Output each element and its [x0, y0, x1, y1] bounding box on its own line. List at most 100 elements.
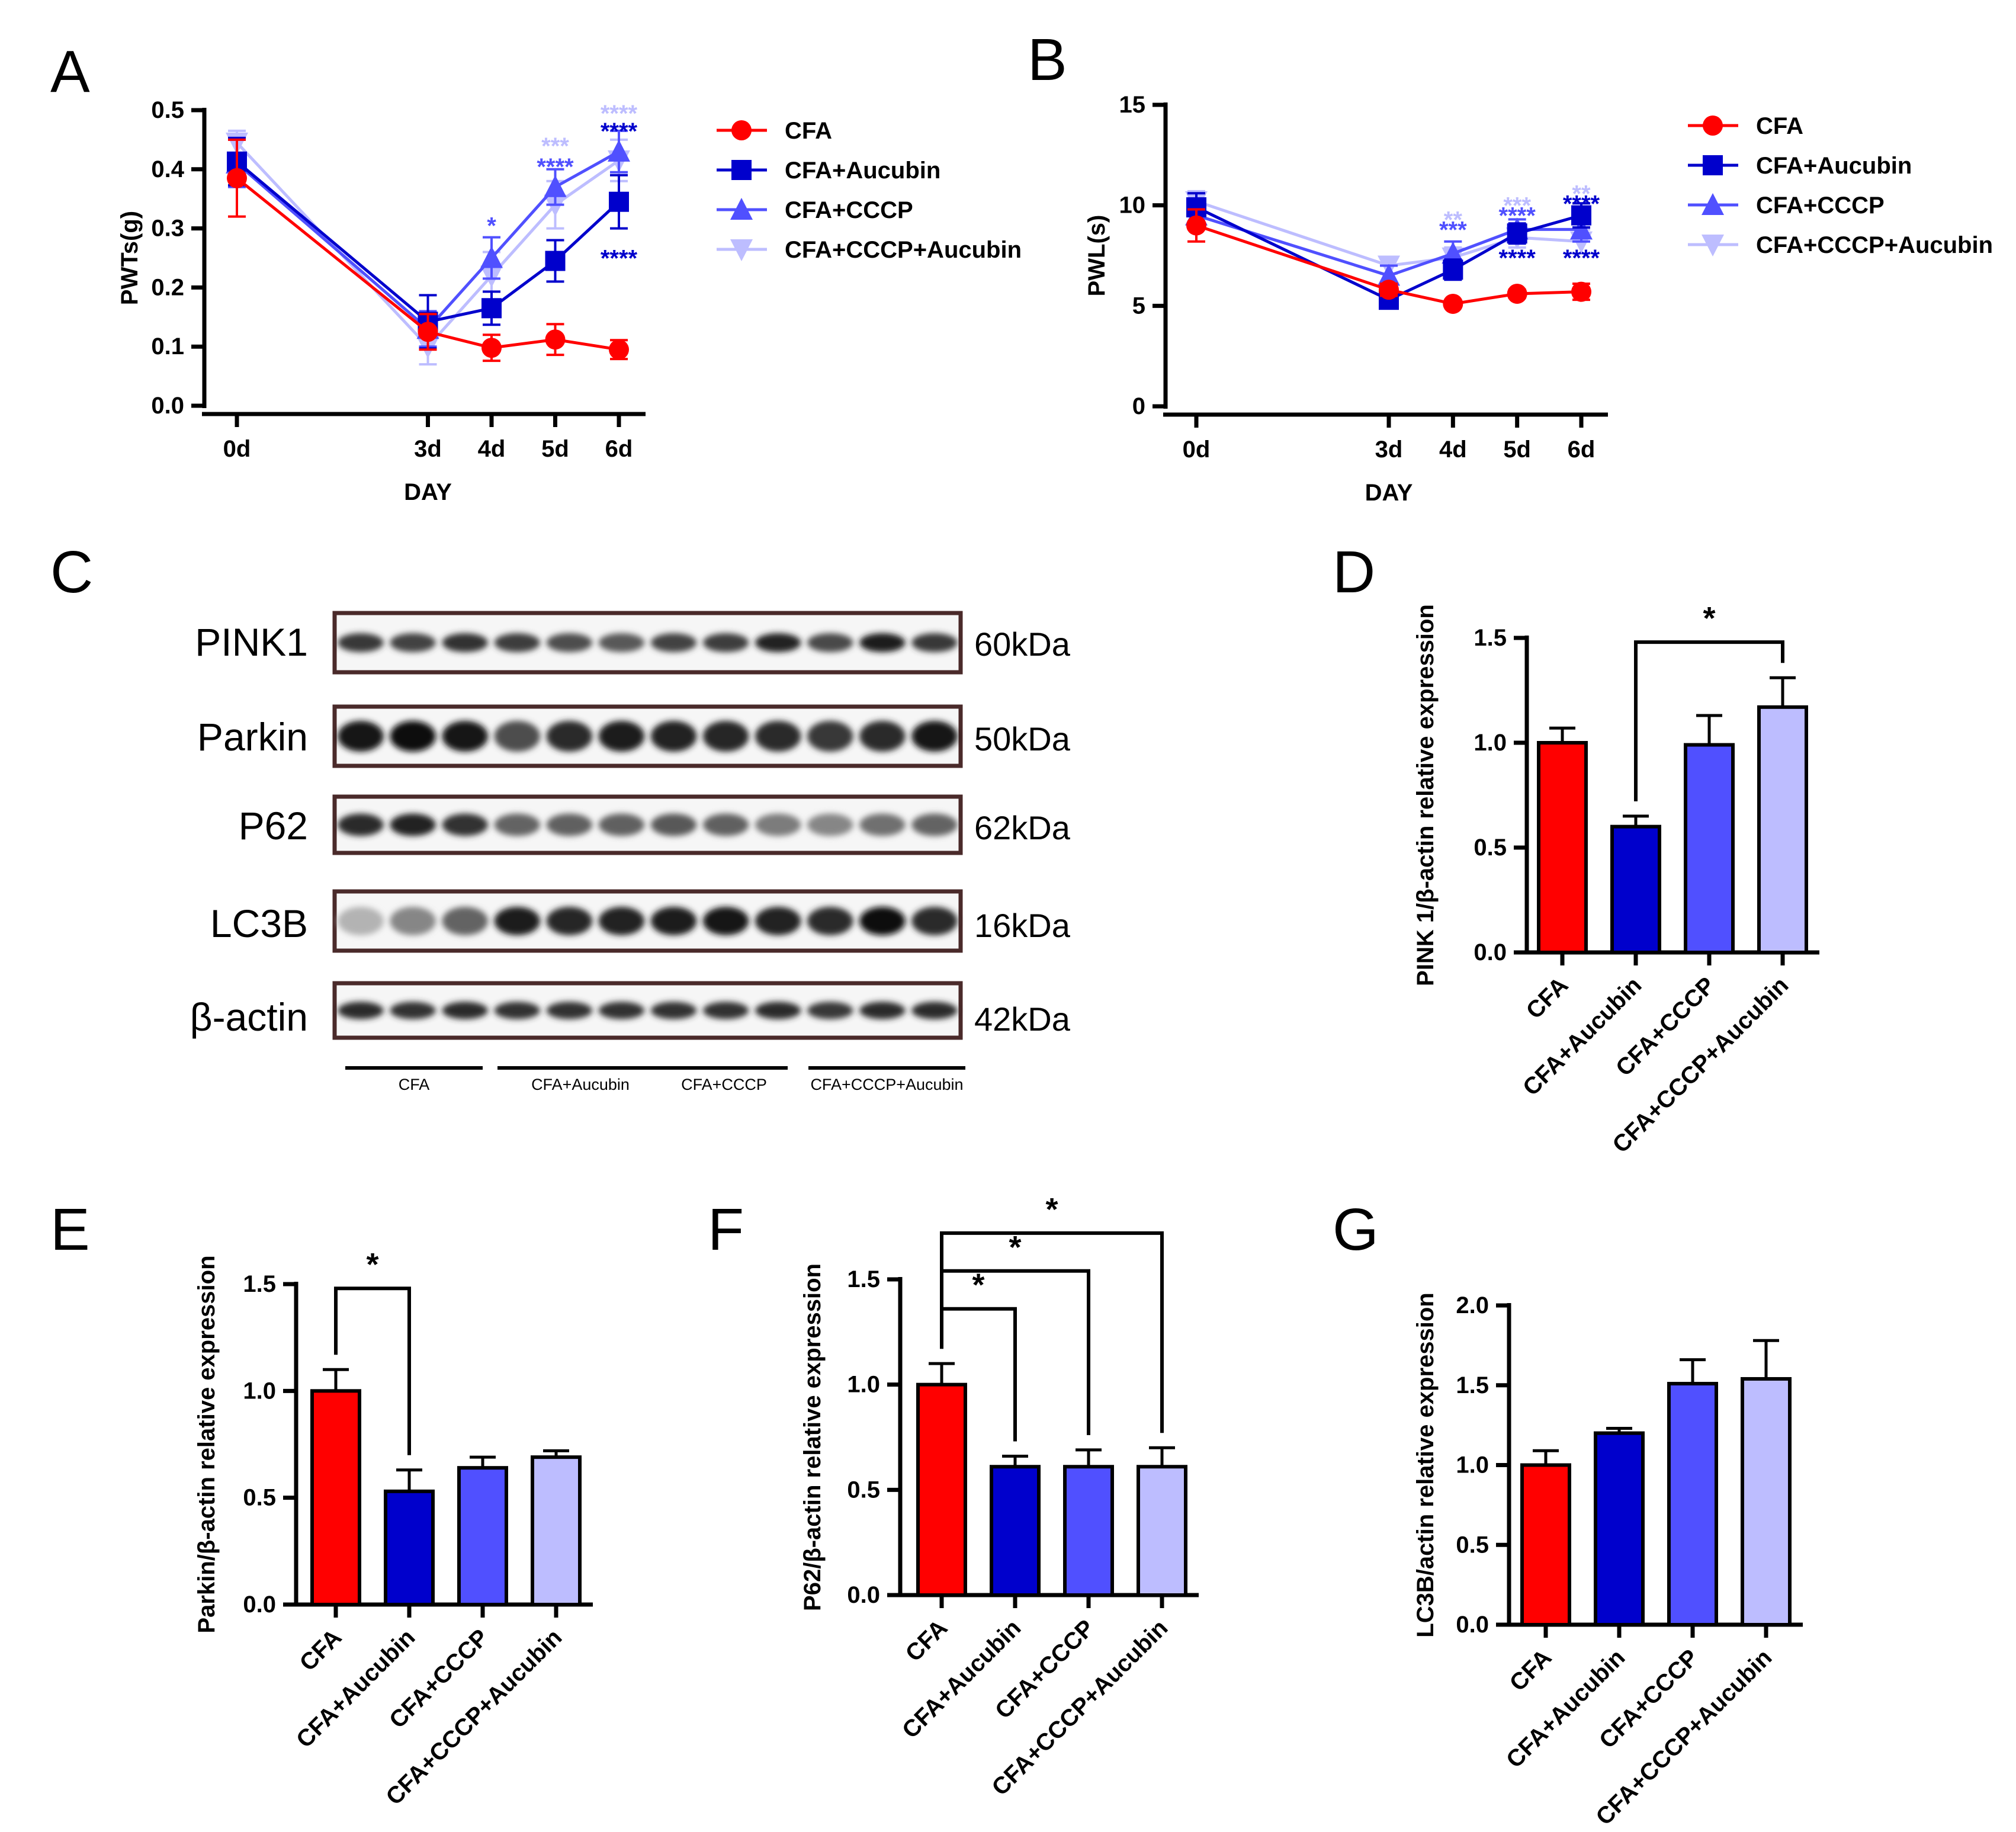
- significance-label: ***: [1439, 217, 1467, 243]
- data-point: [1379, 280, 1399, 300]
- y-axis-title: PWL(s): [1084, 215, 1110, 297]
- bar-cfa: [310, 1389, 361, 1606]
- blot-band: [390, 813, 436, 836]
- blot-group-label: CFA: [399, 1076, 430, 1093]
- data-point: [1443, 293, 1463, 314]
- blot-band: [702, 633, 749, 652]
- bar-cfa-aucubin: [990, 1465, 1041, 1597]
- blot-membrane: [332, 611, 963, 675]
- blot-kda-label: 16kDa: [974, 907, 1071, 944]
- x-tick-label: CFA: [1521, 972, 1574, 1024]
- data-point: [1507, 283, 1527, 304]
- significance-label: **: [1572, 181, 1591, 207]
- blot-protein-label: Parkin: [197, 715, 308, 759]
- panel-letter-c: C: [50, 539, 93, 605]
- data-point: [418, 322, 438, 342]
- blot-band: [338, 1002, 384, 1019]
- blot-protein-label: β-actin: [190, 995, 308, 1039]
- y-tick-label: 15: [1119, 92, 1146, 118]
- data-point: [481, 338, 502, 358]
- blot-band: [859, 633, 906, 652]
- blot-group-label: CFA+Aucubin: [531, 1076, 630, 1093]
- x-tick-label: 4d: [1439, 437, 1467, 463]
- blot-band: [546, 813, 593, 836]
- y-axis-title: PINK 1/β-actin relative expression: [1413, 604, 1439, 986]
- blot-band: [807, 1002, 853, 1019]
- blot-band: [442, 1002, 488, 1019]
- data-point: [1571, 205, 1591, 226]
- y-tick-label: 0.5: [847, 1477, 880, 1503]
- bar-cfa: [1520, 1463, 1571, 1626]
- blot-band: [807, 633, 853, 652]
- legend-entry: CFA+CCCP+Aucubin: [717, 237, 1022, 263]
- bar-cfa-aucubin: [384, 1489, 435, 1607]
- blot-group-label: CFA+CCCP: [681, 1076, 767, 1093]
- blot-kda-label: 50kDa: [974, 720, 1071, 758]
- legend-label: CFA+Aucubin: [1756, 153, 1912, 179]
- y-tick-label: 0.0: [1474, 939, 1507, 965]
- significance-star: *: [366, 1247, 378, 1282]
- y-tick-label: 0: [1132, 393, 1145, 419]
- blot-kda-label: 60kDa: [974, 625, 1071, 663]
- significance-star: *: [1703, 601, 1715, 636]
- blot-row-2: Parkin 50kDa: [197, 704, 1071, 768]
- legend-label: CFA+CCCP+Aucubin: [785, 237, 1022, 263]
- y-tick-label: 2.0: [1456, 1292, 1489, 1318]
- legend-marker: [1702, 235, 1724, 256]
- legend-label: CFA: [785, 118, 832, 144]
- y-tick-label: 0.0: [847, 1582, 880, 1608]
- panel-letter-e: E: [50, 1196, 90, 1263]
- y-axis-title: PWTs(g): [117, 211, 143, 305]
- blot-band: [442, 813, 488, 836]
- blot-band: [755, 1002, 801, 1019]
- y-tick-label: 1.5: [243, 1271, 276, 1297]
- legend-marker: [730, 239, 753, 261]
- blot-membrane: [332, 981, 963, 1040]
- bar-cfa-cccp-aucubin: [531, 1455, 582, 1606]
- chart-d-pink1-bar-chart: 0.0 0.5 1.0 1.5 PINK 1/β-actin relative expr…: [1413, 601, 1819, 1158]
- legend-entry: CFA: [1688, 113, 1803, 139]
- x-tick-label: CFA: [1505, 1644, 1557, 1696]
- significance-label: ****: [1563, 191, 1600, 217]
- blot-protein-label: P62: [239, 804, 308, 848]
- blot-band: [338, 813, 384, 836]
- blot-band: [546, 633, 593, 652]
- bar-cfa-cccp: [1667, 1382, 1718, 1626]
- blot-membrane: [332, 704, 963, 768]
- blot-membrane: [332, 794, 963, 855]
- blot-band: [911, 907, 958, 935]
- blot-band: [598, 721, 645, 752]
- bar-cfa-cccp: [1684, 743, 1735, 955]
- x-tick-label: 3d: [1375, 437, 1403, 463]
- blot-band: [442, 721, 488, 752]
- y-tick-label: 1.0: [243, 1378, 276, 1404]
- blot-band: [598, 907, 645, 935]
- x-tick-label: 0d: [1183, 437, 1211, 463]
- x-tick-label: 4d: [478, 436, 506, 462]
- y-tick-label: 1.0: [847, 1372, 880, 1398]
- legend-entry: CFA+CCCP+Aucubin: [1688, 232, 1993, 258]
- data-point: [1571, 281, 1591, 302]
- data-point: [481, 298, 502, 319]
- significance-label: ****: [601, 101, 638, 127]
- data-point: [544, 175, 567, 197]
- legend-marker: [731, 120, 752, 140]
- bar-cfa-cccp-aucubin: [1741, 1377, 1792, 1626]
- blot-protein-label: LC3B: [210, 901, 308, 945]
- data-point: [1186, 215, 1206, 236]
- legend-entry: CFA+Aucubin: [1688, 153, 1912, 179]
- data-point: [1378, 264, 1400, 286]
- y-tick-label: 0.0: [151, 393, 184, 419]
- blot-row-4: LC3B 16kDa: [210, 889, 1071, 953]
- data-point: [608, 139, 630, 162]
- blot-band: [859, 721, 906, 752]
- series-cfa: [227, 138, 629, 362]
- y-tick-label: 0.5: [1456, 1532, 1489, 1558]
- blot-band: [911, 721, 958, 752]
- significance-star: *: [1045, 1192, 1058, 1227]
- blot-band: [911, 633, 958, 652]
- y-axis-title: P62/β-actin relative expression: [800, 1263, 826, 1611]
- significance-label: ****: [1499, 203, 1536, 229]
- data-point: [1443, 259, 1463, 280]
